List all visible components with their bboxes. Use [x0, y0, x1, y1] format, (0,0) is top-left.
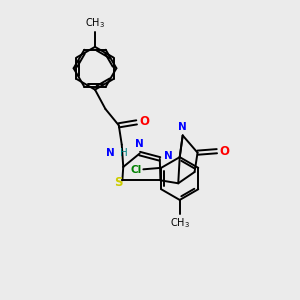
Text: O: O [140, 115, 150, 128]
Text: N: N [106, 148, 114, 158]
Text: H: H [120, 148, 128, 158]
Text: Cl: Cl [130, 165, 142, 175]
Text: CH$_3$: CH$_3$ [170, 217, 190, 230]
Text: CH$_3$: CH$_3$ [85, 16, 105, 30]
Text: S: S [115, 176, 123, 189]
Text: N: N [164, 151, 173, 161]
Text: O: O [220, 145, 230, 158]
Text: N: N [135, 139, 143, 149]
Text: N: N [178, 122, 187, 132]
